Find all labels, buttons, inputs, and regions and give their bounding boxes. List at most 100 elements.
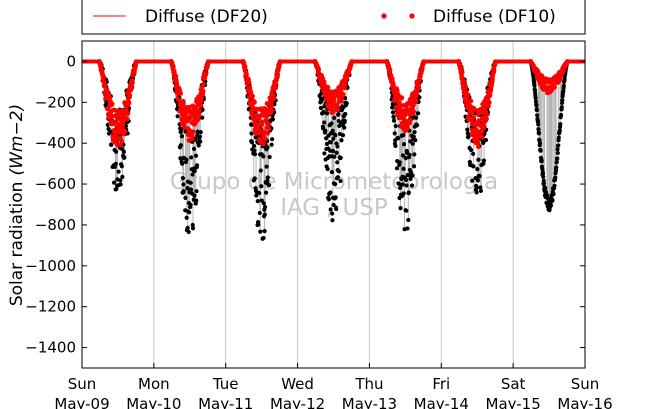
global-point — [197, 134, 203, 139]
diffuse-point — [116, 122, 122, 128]
global-point — [116, 169, 121, 174]
y-tick-label: 0 — [66, 52, 76, 70]
global-point — [270, 137, 275, 142]
diffuse-series-points — [82, 59, 585, 150]
global-point — [342, 118, 347, 123]
global-point — [532, 83, 537, 88]
global-point — [548, 203, 554, 208]
x-tick-label-date: May-09 — [54, 395, 109, 409]
global-point — [181, 182, 186, 187]
global-point — [481, 161, 486, 166]
global-point — [540, 171, 546, 176]
diffuse-point — [196, 108, 202, 113]
diffuse-point — [484, 112, 490, 118]
global-point — [188, 187, 194, 192]
global-point — [335, 144, 340, 149]
diffuse-point — [421, 59, 427, 65]
global-point — [185, 185, 190, 191]
global-point — [251, 143, 257, 149]
global-point — [326, 197, 332, 202]
x-tick-label-day: Fri — [432, 375, 450, 393]
diffuse-point — [262, 136, 268, 142]
global-point — [331, 148, 336, 154]
global-point — [466, 134, 471, 139]
global-point — [558, 112, 564, 118]
diffuse-point — [266, 121, 272, 127]
global-point — [113, 149, 119, 154]
global-point — [561, 83, 566, 88]
global-point — [554, 165, 559, 170]
global-point — [343, 111, 348, 117]
global-point — [262, 228, 267, 234]
legend-dot-swatch-2 — [409, 13, 415, 19]
global-point — [401, 166, 406, 171]
diffuse-point — [486, 103, 491, 109]
global-point — [324, 141, 329, 147]
legend-dot-swatch-1 — [381, 13, 387, 19]
global-point — [406, 190, 411, 195]
diffuse-point — [259, 119, 265, 125]
global-point — [538, 148, 543, 153]
y-tick-label: −200 — [35, 93, 76, 111]
global-point — [534, 108, 540, 113]
diffuse-point — [270, 92, 276, 98]
global-point — [200, 115, 205, 120]
diffuse-point — [461, 79, 467, 85]
global-point — [478, 188, 484, 194]
global-point — [403, 177, 409, 183]
global-point — [120, 174, 125, 180]
diffuse-point — [481, 123, 487, 129]
x-tick-label-day: Sun — [571, 375, 600, 393]
diffuse-point — [471, 115, 477, 120]
global-point — [393, 143, 398, 149]
y-axis-label: Solar radiation (Wm−2) — [7, 104, 27, 306]
global-point — [558, 121, 563, 127]
global-point — [550, 198, 555, 203]
global-point — [537, 141, 543, 146]
x-tick-label-date: May-11 — [198, 395, 253, 409]
global-point — [465, 127, 470, 132]
global-point — [190, 222, 195, 228]
global-point — [555, 156, 560, 161]
x-tick-label-day: Thu — [354, 375, 383, 393]
global-point — [403, 155, 408, 161]
diffuse-point — [130, 80, 135, 85]
diffuse-point — [120, 120, 126, 126]
global-point — [471, 164, 476, 169]
diffuse-point — [471, 105, 477, 111]
diffuse-point — [273, 81, 279, 87]
global-point — [400, 182, 405, 187]
global-point — [413, 138, 418, 143]
global-point — [189, 155, 194, 160]
diffuse-point — [413, 98, 419, 103]
global-point — [318, 105, 323, 111]
global-point — [405, 226, 410, 231]
global-point — [119, 164, 124, 169]
global-point — [475, 178, 480, 183]
diffuse-point — [129, 85, 135, 90]
global-point — [192, 168, 197, 174]
global-point — [269, 142, 274, 147]
diffuse-point — [254, 106, 260, 112]
global-point — [262, 212, 267, 217]
diffuse-point — [413, 92, 419, 98]
global-point — [183, 195, 188, 200]
diffuse-point — [491, 67, 497, 73]
global-point — [404, 208, 409, 213]
global-point — [474, 185, 479, 190]
global-point — [541, 181, 547, 186]
y-axis: 0 −200 −400 −600 −800 −1000 −1200 −1400 — [25, 52, 585, 357]
global-point — [536, 122, 541, 127]
global-point — [322, 151, 327, 156]
global-point — [186, 229, 191, 235]
diffuse-point — [415, 82, 421, 88]
diffuse-point — [109, 101, 115, 107]
global-point — [325, 111, 330, 116]
diffuse-point — [325, 84, 331, 90]
global-point — [338, 178, 343, 184]
global-point — [394, 166, 400, 171]
global-point — [562, 76, 567, 81]
global-point — [410, 173, 415, 178]
global-point — [175, 114, 180, 119]
diffuse-point — [552, 84, 557, 90]
